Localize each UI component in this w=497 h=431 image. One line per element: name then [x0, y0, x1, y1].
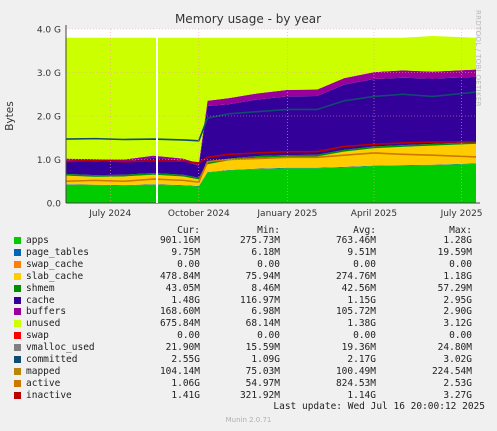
rrdtool-credit: RRDTOOL / TOBI OETIKER	[474, 10, 482, 107]
line-active	[65, 152, 477, 183]
x-tick-label: April 2025	[351, 209, 397, 219]
y-axis-label: Bytes	[4, 101, 16, 130]
last-update: Last update: Wed Jul 16 20:00:12 2025	[273, 401, 485, 412]
x-tick-label: January 2025	[256, 209, 317, 219]
area-shmem	[66, 142, 476, 180]
x-tick-label: October 2024	[168, 209, 230, 219]
stacked-areas	[66, 35, 476, 203]
chart-title: Memory usage - by year	[175, 12, 321, 26]
line-inactive	[65, 140, 477, 164]
area-cache	[66, 76, 476, 178]
x-ticks: July 2024 October 2024 January 2025 April 2…	[88, 209, 482, 219]
line-committed	[65, 91, 477, 142]
line-series	[65, 91, 477, 183]
y-tick-label: 0.0	[47, 200, 62, 210]
area-unused	[66, 35, 476, 164]
y-tick-label: 2.0 G	[37, 113, 61, 123]
y-tick-label: 1.0 G	[37, 156, 61, 166]
munin-version: Munin 2.0.71	[225, 416, 272, 424]
y-tick-label: 3.0 G	[37, 69, 61, 79]
y-tick-label: 4.0 G	[37, 26, 61, 36]
y-ticks: 0.0 1.0 G 2.0 G 3.0 G 4.0 G	[37, 26, 61, 210]
grid-lines	[66, 28, 476, 203]
area-apps	[66, 163, 476, 203]
gap-marker	[156, 29, 158, 203]
area-slab_cache	[66, 143, 476, 187]
x-tick-label: July 2025	[440, 209, 483, 219]
x-tick-label: July 2024	[88, 209, 131, 219]
